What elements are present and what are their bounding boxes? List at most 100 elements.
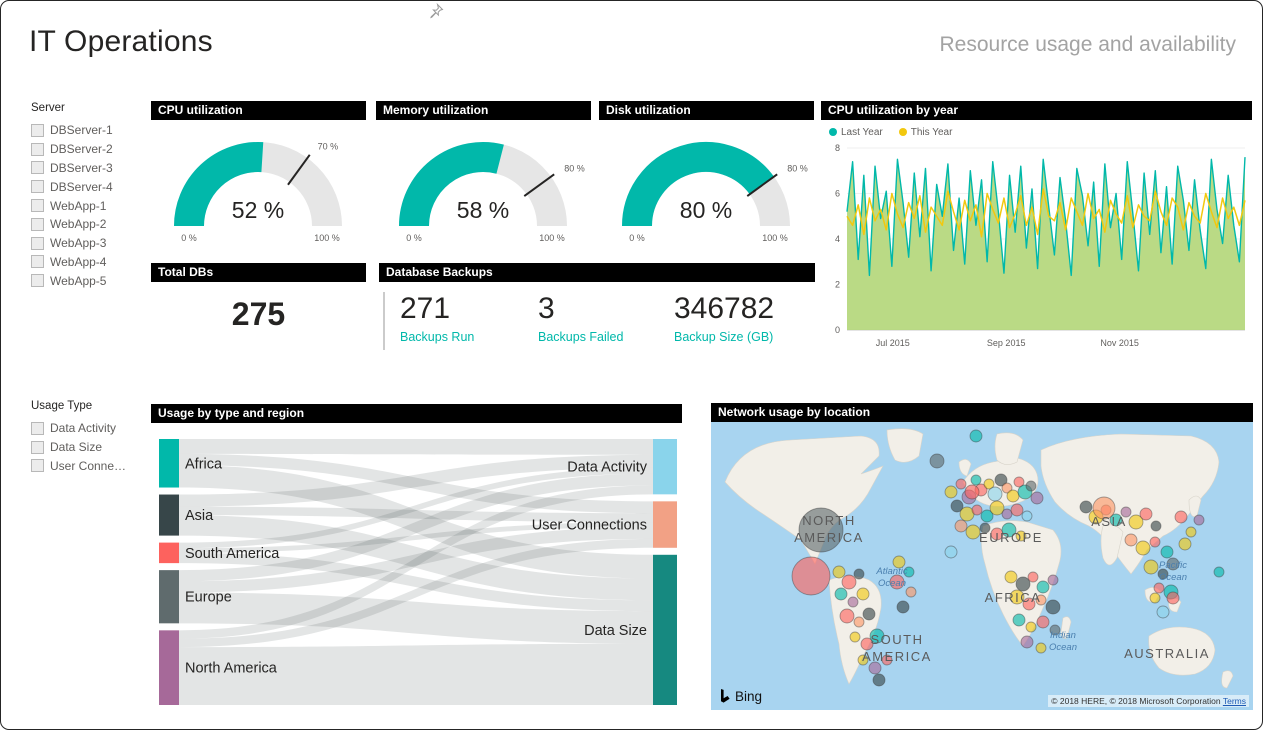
- map-bubble[interactable]: [903, 566, 915, 578]
- map-bubble[interactable]: [990, 527, 1004, 541]
- slicer-item[interactable]: DBServer-4: [31, 177, 147, 196]
- map-bubble[interactable]: [834, 587, 848, 601]
- slicer-item[interactable]: User Conne…: [31, 457, 147, 476]
- map-bubble[interactable]: [860, 637, 874, 651]
- sankey-link[interactable]: [179, 552, 653, 612]
- checkbox-icon[interactable]: [31, 421, 44, 435]
- map-bubble[interactable]: [892, 555, 906, 569]
- map-bubble[interactable]: [1045, 599, 1061, 615]
- slicer-item-label[interactable]: WebApp-2: [50, 217, 107, 232]
- map-bubble[interactable]: [791, 556, 831, 596]
- checkbox-icon[interactable]: [31, 180, 44, 194]
- checkbox-icon[interactable]: [31, 199, 44, 213]
- slicer-item-label[interactable]: WebApp-1: [50, 198, 107, 213]
- map-bubble[interactable]: [1036, 615, 1050, 629]
- map-bubble[interactable]: [857, 654, 869, 666]
- slicer-item[interactable]: DBServer-3: [31, 159, 147, 178]
- checkbox-icon[interactable]: [31, 274, 44, 288]
- map-bubble[interactable]: [832, 565, 846, 579]
- map-bubble[interactable]: [839, 608, 855, 624]
- map-bubble[interactable]: [862, 607, 876, 621]
- map-bubble[interactable]: [1079, 500, 1093, 514]
- map-terms-link[interactable]: Terms: [1222, 696, 1246, 706]
- sankey-source-node[interactable]: [159, 542, 179, 564]
- map-bubble[interactable]: [1036, 580, 1050, 594]
- sankey-link[interactable]: [179, 643, 653, 705]
- slicer-item[interactable]: WebApp-3: [31, 234, 147, 253]
- line-chart[interactable]: 0 2 4 6 8 Jul 2015 Sep 2015 Nov 2015: [821, 140, 1252, 363]
- slicer-item[interactable]: DBServer-2: [31, 140, 147, 159]
- bing-map[interactable]: NORTH AMERICA SOUTH AMERICA EUROPE ASIA AFRICA…: [711, 422, 1253, 710]
- sankey-source-node[interactable]: [159, 630, 179, 705]
- map-bubble[interactable]: [1001, 522, 1017, 538]
- map-bubble[interactable]: [1178, 537, 1192, 551]
- map-bubble[interactable]: [1049, 624, 1061, 636]
- map-bubble[interactable]: [1015, 530, 1027, 542]
- map-bubble[interactable]: [1135, 540, 1151, 556]
- sankey-link[interactable]: [179, 515, 653, 601]
- slicer-item-label[interactable]: WebApp-3: [50, 236, 107, 251]
- sankey-link[interactable]: [179, 527, 653, 593]
- sankey-target-node[interactable]: [653, 554, 677, 705]
- map-bubble[interactable]: [1213, 566, 1225, 578]
- map-bubble[interactable]: [856, 587, 870, 601]
- map-bubble[interactable]: [1166, 591, 1180, 605]
- legend-item-this-year[interactable]: This Year: [898, 127, 952, 138]
- map-bubble[interactable]: [1025, 480, 1037, 492]
- map-bubble[interactable]: [944, 485, 958, 499]
- map-bubble[interactable]: [889, 574, 905, 590]
- map-bubble[interactable]: [1156, 605, 1170, 619]
- map-bubble[interactable]: [798, 507, 844, 553]
- map-bubble[interactable]: [1012, 613, 1026, 627]
- map-bubble[interactable]: [1020, 635, 1034, 649]
- map-bubble[interactable]: [1174, 510, 1188, 524]
- slicer-item-label[interactable]: WebApp-4: [50, 254, 107, 269]
- map-bubble[interactable]: [1010, 503, 1024, 517]
- slicer-item-label[interactable]: DBServer-2: [50, 142, 113, 157]
- map-bubble[interactable]: [905, 586, 917, 598]
- map-bubble[interactable]: [1021, 510, 1033, 522]
- map-bubble[interactable]: [1185, 526, 1197, 538]
- sankey-source-node[interactable]: [159, 494, 179, 536]
- slicer-item[interactable]: WebApp-2: [31, 215, 147, 234]
- map-bubble[interactable]: [1120, 506, 1132, 518]
- slicer-item[interactable]: Data Size: [31, 438, 147, 457]
- checkbox-icon[interactable]: [31, 440, 44, 454]
- checkbox-icon[interactable]: [31, 217, 44, 231]
- slicer-item-label[interactable]: DBServer-3: [50, 160, 113, 175]
- sankey-link[interactable]: [179, 485, 653, 639]
- sankey-link[interactable]: [179, 453, 653, 514]
- map-bubble[interactable]: [964, 484, 980, 500]
- map-bubble[interactable]: [849, 631, 861, 643]
- sankey-link[interactable]: [179, 465, 653, 579]
- map-bubble[interactable]: [853, 616, 865, 628]
- sankey-link[interactable]: [179, 506, 653, 523]
- checkbox-icon[interactable]: [31, 236, 44, 250]
- map-bubble[interactable]: [841, 574, 857, 590]
- map-bubble[interactable]: [971, 504, 983, 516]
- slicer-item[interactable]: DBServer-1: [31, 121, 147, 140]
- map-bubble[interactable]: [1009, 589, 1025, 605]
- sankey-link[interactable]: [179, 473, 653, 582]
- slicer-item-label[interactable]: DBServer-4: [50, 179, 113, 194]
- map-bubble[interactable]: [955, 478, 967, 490]
- sankey-link[interactable]: [179, 592, 653, 644]
- sankey-link[interactable]: [179, 439, 653, 455]
- map-bubble[interactable]: [989, 500, 1005, 516]
- map-bubble[interactable]: [1128, 514, 1144, 530]
- map-bubble[interactable]: [1001, 508, 1013, 520]
- map-bubble[interactable]: [1004, 570, 1018, 584]
- map-bubble[interactable]: [1027, 571, 1039, 583]
- map-bubble[interactable]: [1149, 536, 1161, 548]
- map-bubble[interactable]: [979, 522, 991, 534]
- map-bubble[interactable]: [1139, 507, 1153, 521]
- map-bubble[interactable]: [1035, 594, 1047, 606]
- map-bubble[interactable]: [994, 473, 1008, 487]
- map-bubble[interactable]: [1124, 533, 1138, 547]
- map-bubble[interactable]: [929, 453, 945, 469]
- map-bubble[interactable]: [1157, 568, 1169, 580]
- slicer-item-label[interactable]: Data Activity: [50, 421, 117, 436]
- map-bubble[interactable]: [1025, 621, 1037, 633]
- map-bubble[interactable]: [868, 661, 882, 675]
- map-bubble[interactable]: [847, 596, 859, 608]
